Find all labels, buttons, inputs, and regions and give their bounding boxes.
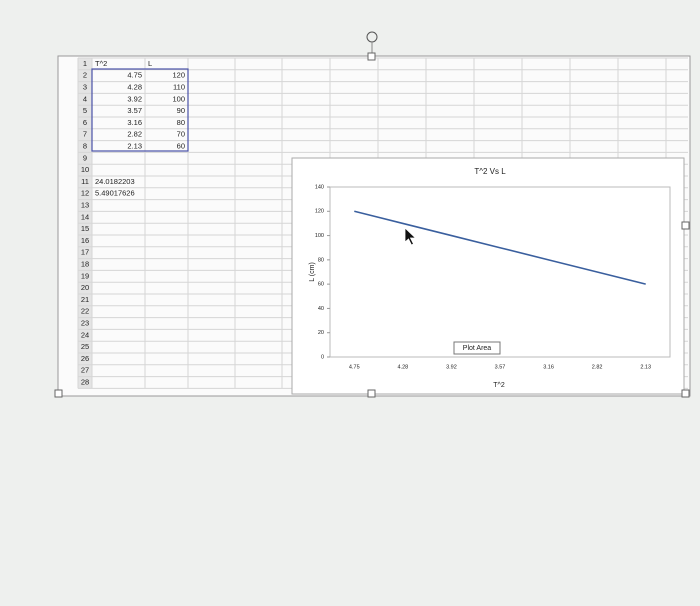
row-number: 13 [81,200,89,209]
line [354,210,646,285]
rotate-handle[interactable] [366,31,378,43]
cell-text: 60 [177,141,185,150]
y-axis-label: L (cm) [309,262,316,282]
row-number: 24 [81,330,89,339]
x-axis-label: T^2 [493,382,505,389]
tooltip-text: Plot Area [463,345,492,352]
row-number: 21 [81,295,89,304]
resize-handle[interactable] [681,221,690,230]
cell-text: 24.0182203 [95,177,135,186]
x-tick-label: 3.92 [446,364,457,370]
row-number: 19 [81,271,89,280]
cell-text: 100 [172,94,185,103]
row-number: 1 [83,59,87,68]
cell-text: L [148,59,152,68]
x-tick-label: 4.75 [349,364,360,370]
resize-handle[interactable] [54,389,63,398]
x-tick-label: 3.16 [543,364,554,370]
chart: 0 20 40 60 80 100 120 140 4.75 4.28 3.92 3.57 3.16 2.… [315,184,651,370]
cell-text: 2.13 [127,141,142,150]
row-number: 18 [81,259,89,268]
resize-handle[interactable] [367,52,376,61]
cell-text: T^2 [95,59,107,68]
row-number: 15 [81,224,89,233]
cursor [404,227,417,246]
cell-text: 3.16 [127,118,142,127]
row-number: 5 [83,106,87,115]
cell-text: 4.75 [127,71,142,80]
row-number: 7 [83,130,87,139]
y-tick-label: 40 [318,306,324,312]
cell-text: 90 [177,106,185,115]
row-number: 16 [81,236,89,245]
x-tick-label: 4.28 [397,364,408,370]
cell-text: 2.82 [127,130,142,139]
cell-text: 80 [177,118,185,127]
row-number: 20 [81,283,89,292]
cell-text: 3.57 [127,106,142,115]
tooltip [453,341,501,355]
resize-handle[interactable] [681,389,690,398]
chart-title: T^2 Vs L [474,167,506,176]
y-tick-label: 0 [321,354,324,360]
cell-text: 3.92 [127,94,142,103]
selection [91,68,189,152]
resize-handle[interactable] [367,389,376,398]
row-number: 26 [81,354,89,363]
cell-text: 5.49017626 [95,189,135,198]
row-number: 23 [81,318,89,327]
row-number: 9 [83,153,87,162]
row-number: 2 [83,71,87,80]
y-tick-label: 100 [315,233,324,239]
cell-text: 110 [173,82,185,91]
x-tick-label: 2.82 [592,364,603,370]
row-number: 14 [81,212,89,221]
y-tick-label: 140 [315,184,324,190]
row-number: 10 [81,165,89,174]
x-tick-label: 3.57 [495,364,506,370]
row-number: 27 [81,366,89,375]
y-tick-label: 80 [318,257,324,263]
cells: 1234567891011121314151617181920212223242… [81,59,185,387]
row-number: 4 [83,94,87,103]
row-number: 22 [81,307,89,316]
chart-area[interactable] [291,157,685,395]
cell-text: 120 [172,71,185,80]
cell-text: 4.28 [127,82,142,91]
y-tick-label: 20 [318,330,324,336]
row-number: 17 [81,248,89,257]
cell-text: 70 [177,130,185,139]
row-number: 25 [81,342,89,351]
row-number: 11 [81,177,89,186]
y-tick-label: 60 [318,282,324,288]
row-number: 8 [83,141,87,150]
row-number: 28 [81,377,89,386]
row-number: 3 [83,82,87,91]
x-tick-label: 2.13 [640,364,651,370]
row-number: 6 [83,118,87,127]
plot-area[interactable] [329,186,671,358]
y-tick-label: 120 [315,209,324,215]
row-number: 12 [81,189,89,198]
